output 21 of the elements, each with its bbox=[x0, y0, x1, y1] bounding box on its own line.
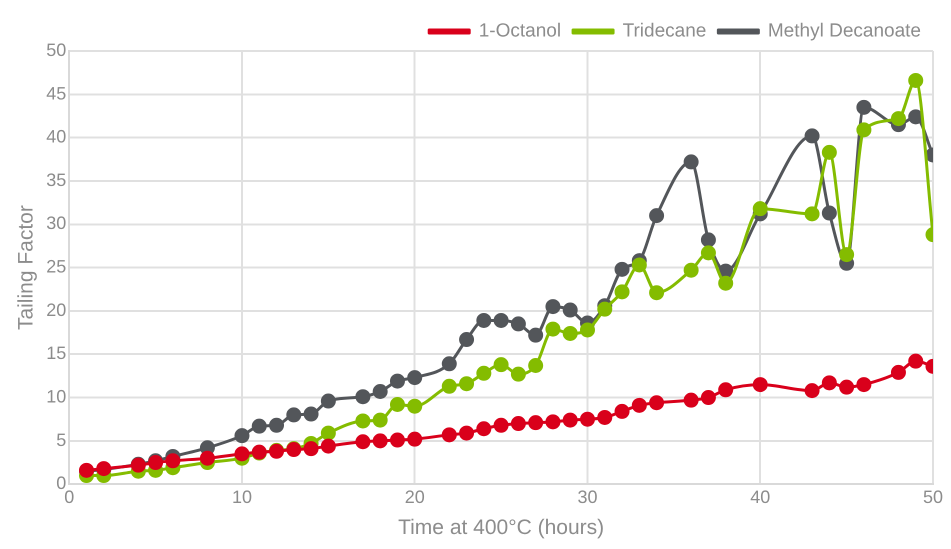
y-tick-label: 0 bbox=[56, 473, 66, 494]
legend-label: 1-Octanol bbox=[478, 20, 562, 42]
x-axis-title: Time at 400°C (hours) bbox=[398, 516, 604, 540]
y-tick-label: 25 bbox=[46, 256, 66, 277]
y-tick-label: 35 bbox=[46, 170, 66, 190]
x-tick-label: 20 bbox=[404, 486, 425, 507]
x-tick-label: 10 bbox=[232, 486, 252, 507]
y-tick-label: 30 bbox=[46, 213, 66, 234]
y-axis-title: Tailing Factor bbox=[14, 205, 38, 330]
y-tick-label: 50 bbox=[46, 40, 66, 60]
legend-label: Methyl Decanoate bbox=[768, 20, 922, 42]
x-tick-label: 40 bbox=[750, 486, 770, 507]
y-tick-label: 10 bbox=[46, 386, 66, 407]
y-tick-label: 20 bbox=[46, 300, 66, 320]
y-tick-label: 15 bbox=[46, 343, 66, 364]
x-tick-label: 30 bbox=[577, 486, 598, 507]
legend-label: Tridecane bbox=[622, 20, 706, 42]
y-tick-label: 40 bbox=[46, 126, 66, 147]
x-tick-label: 50 bbox=[922, 486, 944, 507]
y-tick-label: 45 bbox=[46, 83, 66, 104]
y-tick-label: 5 bbox=[56, 430, 66, 450]
